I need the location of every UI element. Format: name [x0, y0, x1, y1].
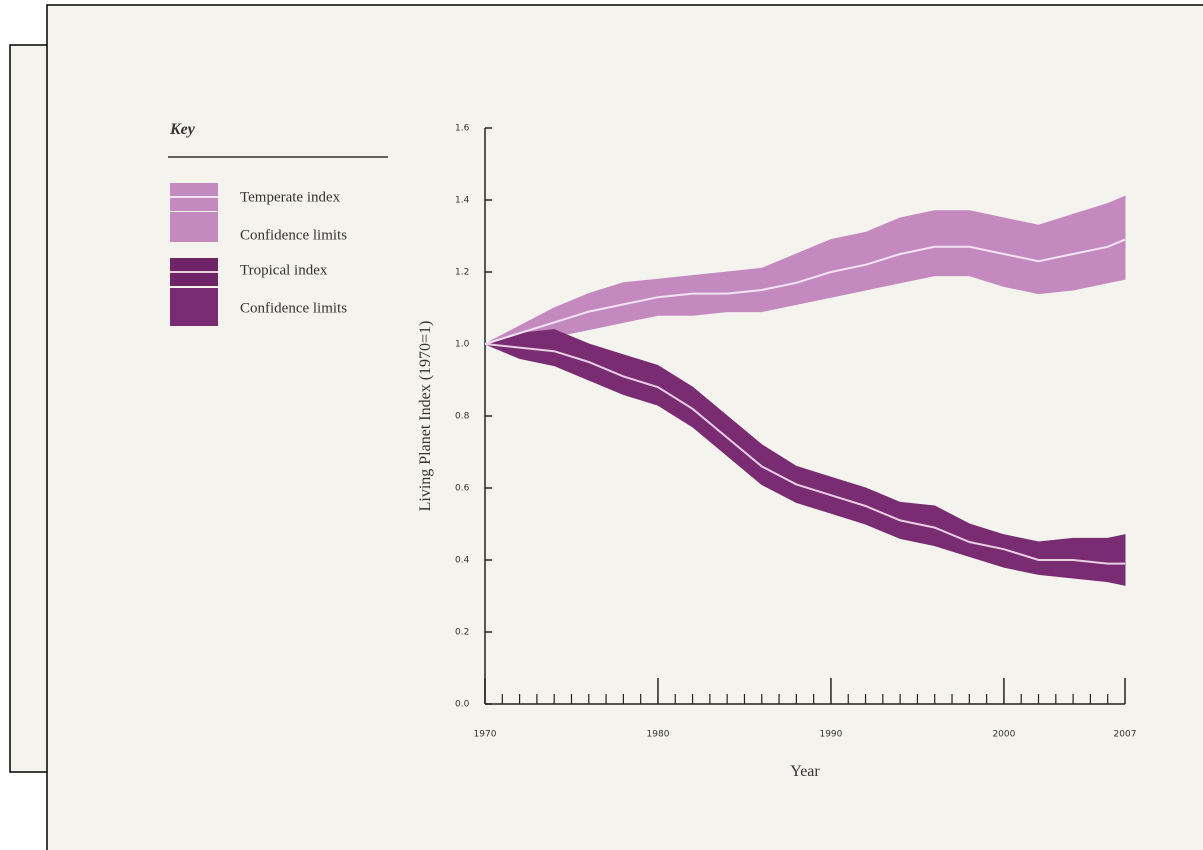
y-axis-label: Living Planet Index (1970=1)	[417, 321, 434, 512]
legend-swatch	[170, 288, 218, 326]
y-tick-label: 1.2	[455, 268, 469, 278]
y-tick-label: 0.8	[455, 412, 470, 422]
legend-label: Tropical index	[240, 262, 328, 278]
confidence-band	[484, 195, 1126, 345]
y-tick-label: 0.2	[455, 628, 469, 638]
x-tick-label: 2000	[992, 730, 1015, 740]
index-line	[484, 343, 1125, 565]
key-title: Key	[169, 121, 196, 138]
index-line	[484, 238, 1126, 345]
legend-label: Confidence limits	[240, 300, 347, 316]
x-tick-label: 2007	[1114, 730, 1137, 740]
x-tick-label: 1970	[474, 730, 497, 740]
legend-label: Temperate index	[240, 189, 341, 205]
x-axis-label: Year	[790, 763, 820, 780]
y-tick-label: 1.0	[455, 340, 470, 350]
y-tick-label: 0.6	[455, 484, 470, 494]
y-tick-label: 1.4	[455, 196, 470, 206]
x-tick-label: 1980	[647, 730, 670, 740]
x-tick-label: 1990	[819, 730, 842, 740]
y-tick-label: 0.4	[455, 556, 470, 566]
legend-swatch	[170, 212, 218, 242]
y-tick-label: 1.6	[455, 124, 470, 134]
front-panel	[46, 4, 1203, 850]
y-tick-label: 0.0	[455, 700, 470, 710]
legend-label: Confidence limits	[240, 227, 347, 243]
confidence-band	[483, 329, 1126, 586]
